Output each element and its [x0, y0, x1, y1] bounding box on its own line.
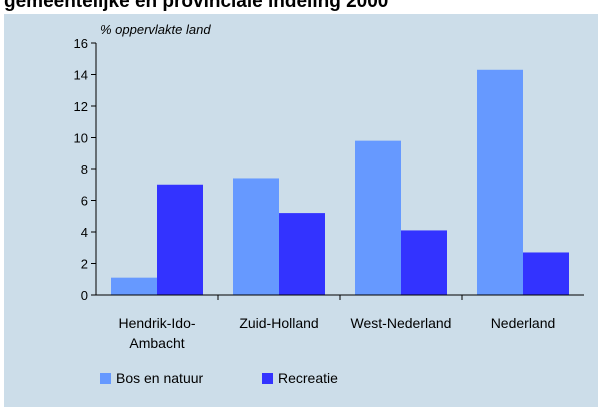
x-tick-label: Ambacht	[129, 335, 184, 351]
page-title: gemeentelijke en provinciale indeling 20…	[4, 0, 389, 12]
legend-swatch	[262, 373, 273, 384]
y-tick-label: 6	[81, 194, 88, 209]
y-axis-label: % oppervlakte land	[100, 22, 211, 37]
legend-swatch	[100, 373, 111, 384]
x-axis: Hendrik-Ido- Ambacht Zuid-Holland West-Nede…	[96, 294, 584, 351]
x-tick-label: Nederland	[491, 315, 556, 331]
y-tick-label: 10	[74, 131, 88, 146]
bar-bos-en-natuur	[477, 69, 523, 296]
bar-chart: % oppervlakte land 0 2 4 6 8 10 12 14 16 Hendrik…	[74, 22, 584, 386]
y-tick-label: 12	[74, 99, 88, 114]
bar-bos-en-natuur	[111, 277, 157, 295]
bar-recreatie	[523, 252, 569, 295]
y-tick-label: 16	[74, 36, 88, 51]
y-axis: 0 2 4 6 8 10 12 14 16	[74, 36, 97, 303]
legend-label: Bos en natuur	[116, 370, 204, 386]
y-tick-label: 0	[81, 288, 88, 303]
bar-recreatie	[401, 230, 447, 295]
x-tick-label: Hendrik-Ido-	[118, 315, 195, 331]
x-tick-label: West-Nederland	[351, 315, 452, 331]
chart-panel: % oppervlakte land 0 2 4 6 8 10 12 14 16 Hendrik…	[4, 14, 598, 407]
bar-recreatie	[157, 184, 203, 295]
bar-recreatie	[279, 213, 325, 295]
bar-bos-en-natuur	[233, 178, 279, 295]
x-tick-label: Zuid-Holland	[239, 315, 318, 331]
legend-label: Recreatie	[278, 370, 338, 386]
y-tick-label: 14	[74, 68, 88, 83]
bar-bos-en-natuur	[355, 140, 401, 295]
y-tick-label: 8	[81, 162, 88, 177]
legend: Bos en natuur Recreatie	[100, 370, 338, 386]
y-tick-label: 4	[81, 225, 88, 240]
y-tick-label: 2	[81, 257, 88, 272]
bars	[111, 69, 569, 296]
